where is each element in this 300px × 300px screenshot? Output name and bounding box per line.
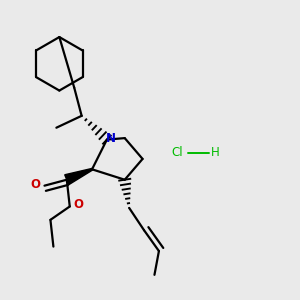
Text: N: N (106, 132, 116, 145)
Polygon shape (65, 169, 92, 185)
Text: O: O (31, 178, 40, 191)
Text: H: H (211, 146, 220, 160)
Text: O: O (73, 198, 83, 211)
Text: Cl: Cl (171, 146, 183, 160)
